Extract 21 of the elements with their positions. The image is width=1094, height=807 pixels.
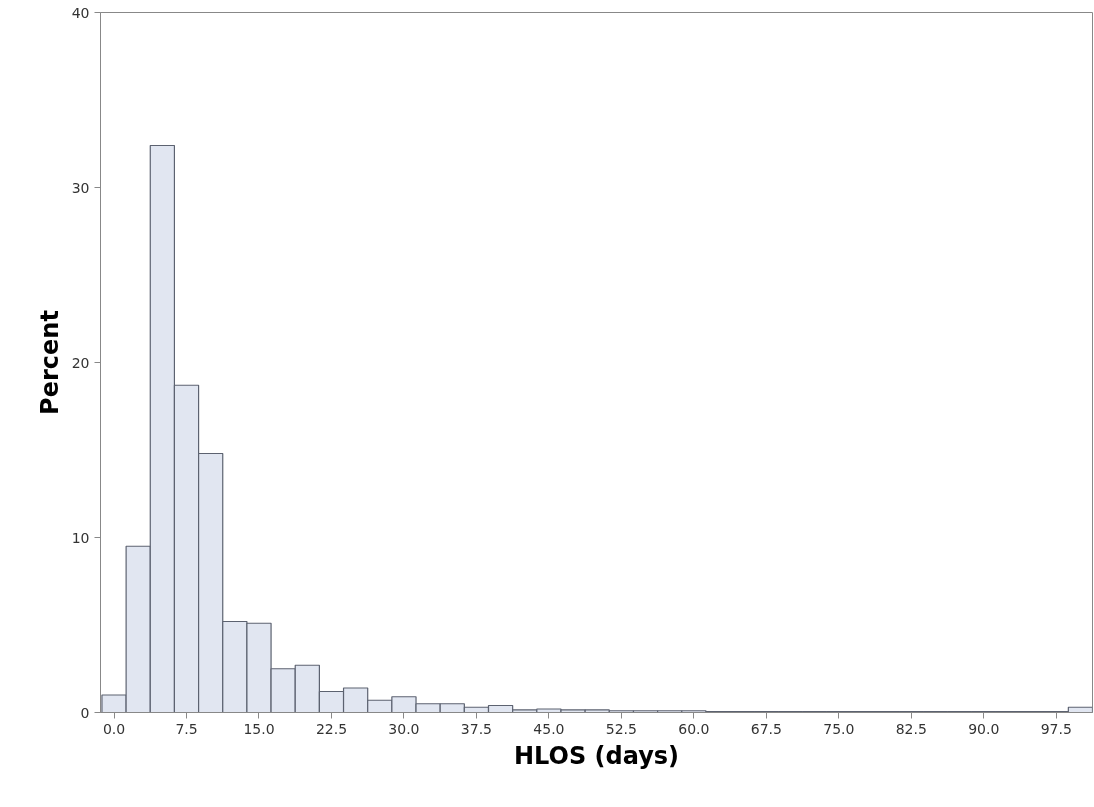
x-tick-label: 67.5 [750, 720, 782, 737]
y-tick-label: 40 [71, 4, 90, 21]
x-tick-label: 30.0 [388, 720, 420, 737]
y-tick-label: 0 [80, 704, 90, 721]
x-tick-label: 37.5 [460, 720, 493, 737]
x-tick-label: 90.0 [968, 720, 1000, 737]
x-tick-label: 97.5 [1040, 720, 1072, 737]
y-axis-title: Percent [35, 310, 64, 415]
x-tick-label: 60.0 [678, 720, 710, 737]
x-tick-label: 0.0 [102, 720, 126, 737]
x-tick-label: 22.5 [315, 720, 348, 737]
x-tick-label: 82.5 [895, 720, 927, 737]
y-tick-label: 30 [71, 179, 90, 196]
x-axis-title: HLOS (days) [513, 741, 680, 770]
x-tick-label: 52.5 [605, 720, 637, 737]
x-tick-label: 75.0 [823, 720, 855, 737]
y-tick-label: 20 [71, 354, 90, 371]
x-tick-label: 15.0 [243, 720, 275, 737]
y-tick-label: 10 [71, 529, 90, 546]
x-tick-label: 7.5 [175, 720, 198, 737]
x-tick-label: 45.0 [533, 720, 565, 737]
